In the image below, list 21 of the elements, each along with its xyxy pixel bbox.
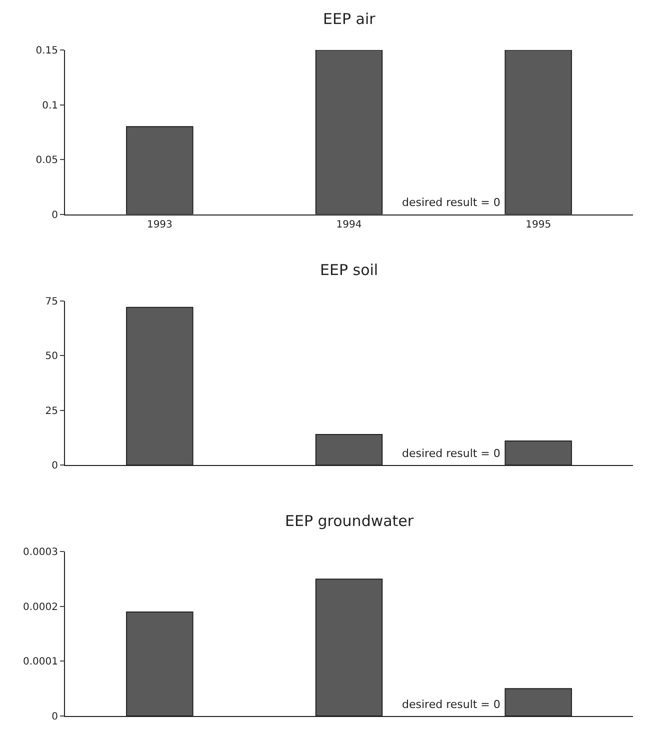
annotation: desired result = 0 [402, 447, 500, 460]
y-tick-label: 0 [52, 712, 58, 722]
y-tick-label: 0.05 [36, 155, 58, 166]
y-tick-label: 0.1 [42, 100, 58, 112]
x-tick-label: 1995 [526, 219, 552, 230]
y-tick-label: 0.0002 [23, 602, 58, 613]
y-tick-label: 0.0003 [23, 547, 58, 558]
y-tick-label: 0 [52, 210, 58, 221]
y-tick-label: 25 [45, 406, 58, 417]
chart-title: EEP soil [320, 261, 378, 279]
chart-title: EEP air [323, 10, 376, 28]
y-tick-label: 0 [52, 460, 58, 472]
x-tick-label: 1993 [146, 219, 172, 230]
y-tick-label: 0.0001 [23, 656, 58, 668]
y-tick-label: 50 [45, 351, 58, 362]
y-tick-label: 75 [45, 296, 58, 308]
annotation: desired result = 0 [402, 698, 500, 711]
chart-title: EEP groundwater [285, 512, 414, 530]
y-tick-label: 0.15 [36, 46, 58, 56]
annotation: desired result = 0 [402, 196, 500, 209]
x-tick-label: 1994 [336, 219, 362, 230]
